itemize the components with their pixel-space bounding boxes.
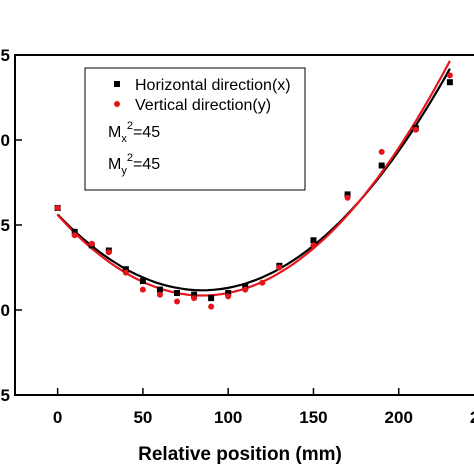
point: [378, 162, 385, 169]
annotation: My2=45: [108, 152, 160, 177]
point: [105, 249, 112, 256]
point: [276, 264, 283, 271]
point: [310, 237, 317, 244]
x-tick-label: 200: [385, 408, 413, 427]
y-tick-label: 1.5: [0, 216, 10, 235]
point: [71, 228, 78, 235]
point: [310, 242, 317, 249]
annotation-sub: x: [121, 133, 127, 145]
legend-box: [84, 67, 306, 191]
y-tick-label: 2.5: [0, 46, 10, 65]
point: [139, 286, 146, 293]
point: [88, 240, 95, 247]
point: [242, 286, 249, 293]
x-axis-label: Relative position (mm): [138, 444, 342, 465]
point: [139, 278, 146, 285]
point: [259, 279, 266, 286]
annotation-base: M: [108, 156, 121, 173]
point: [446, 72, 453, 79]
annotation-sup: 2: [127, 152, 133, 164]
legend-marker: [114, 101, 120, 107]
annotation-rest: =45: [133, 124, 160, 141]
x-tick-label: 150: [299, 408, 327, 427]
y-tick-label: 2.0: [0, 131, 10, 150]
point: [225, 290, 232, 296]
point: [174, 298, 181, 305]
legend-label: Horizontal direction(x): [135, 77, 291, 94]
x-tick-label: 50: [133, 408, 152, 427]
legend-marker: [114, 81, 120, 87]
point: [446, 79, 453, 86]
point: [412, 126, 419, 133]
y-tick-label: 1.0: [0, 301, 10, 320]
point: [344, 191, 351, 198]
point: [242, 283, 249, 290]
x-tick-label: 250: [470, 408, 474, 427]
y-tick-label: 0.5: [0, 386, 10, 405]
point: [191, 291, 198, 298]
point: [156, 286, 163, 293]
point: [378, 148, 385, 155]
point: [122, 269, 129, 276]
point: [122, 266, 129, 273]
annotation-sub: y: [121, 165, 127, 177]
annotation-rest: =45: [133, 156, 160, 173]
point: [191, 295, 198, 302]
point: [344, 194, 351, 201]
x-tick-label: 100: [214, 408, 242, 427]
point: [174, 290, 181, 296]
point: [208, 303, 215, 310]
annotation-sup: 2: [127, 120, 133, 132]
annotation-base: M: [108, 124, 121, 141]
point: [208, 295, 215, 302]
annotation: Mx2=45: [108, 120, 160, 145]
legend-label: Vertical direction(y): [135, 97, 271, 114]
point: [54, 205, 61, 211]
point: [71, 232, 78, 239]
point: [225, 293, 232, 300]
point: [156, 291, 163, 298]
x-tick-label: 0: [53, 408, 62, 427]
